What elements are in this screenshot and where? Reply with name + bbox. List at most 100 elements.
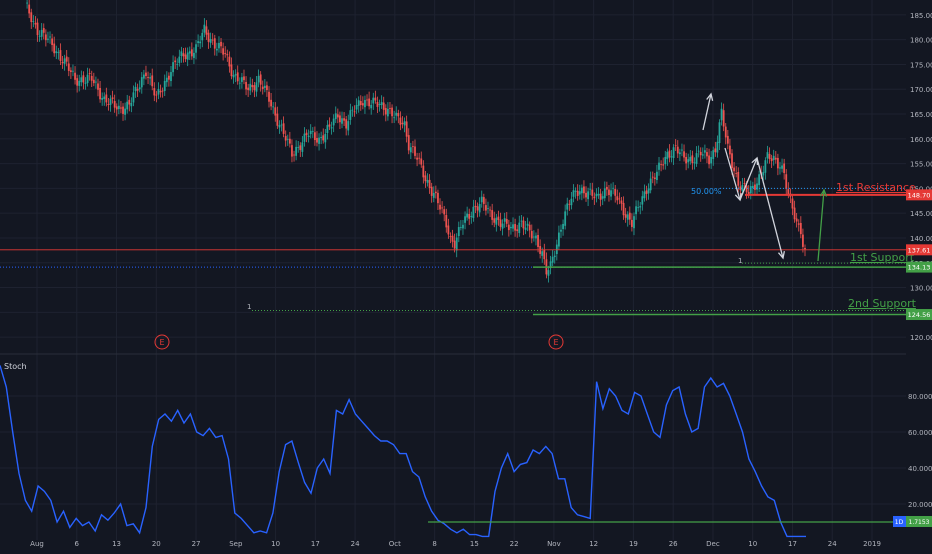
candle-body — [120, 107, 122, 109]
candle-body — [117, 105, 120, 110]
candle-body — [712, 150, 715, 159]
candle-body — [330, 127, 333, 129]
candle-body — [749, 186, 752, 194]
candle-body — [547, 270, 550, 276]
candle-body — [251, 84, 254, 88]
candle-body — [474, 205, 477, 208]
earnings-marker-1[interactable]: E — [154, 334, 170, 350]
candle-body — [403, 121, 406, 126]
time-tick-label: Aug — [30, 540, 44, 548]
candle-body — [336, 114, 339, 118]
candle-body — [666, 151, 669, 159]
candle-body — [368, 98, 371, 107]
candle-body — [779, 167, 781, 169]
candle-body — [47, 38, 49, 40]
price-tick-label: 145.00 — [910, 210, 932, 218]
candle-body — [357, 100, 360, 106]
interval-badge[interactable]: 1D — [893, 516, 906, 527]
support2-label: 2nd Support — [848, 297, 917, 310]
candle-body — [240, 77, 243, 82]
candle-body — [505, 218, 508, 224]
candle-body — [138, 87, 141, 90]
candle-body — [703, 150, 706, 153]
candle-body — [595, 193, 598, 197]
candle-body — [428, 179, 431, 189]
candle-body — [211, 39, 214, 41]
candle-body — [599, 193, 602, 200]
candle-body — [478, 203, 481, 213]
candle-body — [63, 58, 66, 64]
candle-body — [628, 212, 631, 220]
candle-body — [107, 103, 110, 105]
candle-body — [245, 82, 247, 90]
candle-body — [459, 226, 462, 228]
time-tick-label: 6 — [75, 540, 80, 548]
candle-body — [783, 163, 786, 173]
candle-body — [49, 36, 51, 38]
candle-body — [345, 119, 348, 129]
price-tick-label: 175.00 — [910, 61, 932, 69]
candle-body — [397, 113, 400, 117]
candle-body — [26, 2, 28, 4]
candle-body — [572, 190, 575, 197]
candle-body — [766, 152, 769, 159]
candle-body — [301, 142, 304, 152]
candle-body — [514, 224, 517, 231]
candle-body — [470, 216, 473, 218]
price-tick-label: 155.00 — [910, 161, 932, 169]
candle-body — [236, 72, 239, 82]
candles — [26, 0, 806, 283]
candle-body — [733, 167, 735, 172]
candle-body — [462, 224, 464, 229]
candle-body — [255, 82, 258, 92]
candle-body — [522, 220, 525, 229]
candle-body — [122, 106, 124, 114]
candle-body — [610, 190, 612, 197]
candle-body — [293, 154, 295, 156]
candle-body — [159, 90, 162, 93]
candle-body — [339, 115, 341, 123]
candle-body — [311, 130, 314, 132]
candle-body — [662, 164, 665, 166]
candle-body — [656, 171, 658, 181]
candle-body — [422, 165, 425, 178]
arrow-down-white-1-shaft — [724, 147, 741, 201]
candle-body — [537, 234, 539, 248]
candle-body — [668, 150, 671, 158]
candle-body — [226, 54, 229, 56]
candle-body — [176, 63, 179, 65]
candle-body — [574, 190, 577, 192]
candle-body — [157, 88, 160, 95]
candle-body — [257, 75, 260, 83]
candle-body — [622, 202, 625, 216]
time-tick-label: 19 — [629, 540, 638, 548]
candle-body — [115, 106, 118, 110]
candle-body — [249, 83, 252, 91]
candle-body — [395, 112, 398, 116]
candle-body — [124, 108, 127, 115]
candle-body — [754, 184, 756, 190]
arrow-down-white-2-head — [777, 251, 785, 260]
candle-body — [213, 38, 216, 49]
candle-body — [720, 108, 723, 121]
candle-body — [645, 190, 648, 194]
candle-body — [695, 153, 698, 164]
candle-body — [97, 83, 99, 90]
candle-body — [412, 146, 414, 148]
candle-body — [541, 251, 544, 256]
earnings-marker-2[interactable]: E — [548, 334, 564, 350]
candle-body — [434, 191, 437, 194]
candle-body — [92, 79, 95, 84]
candle-body — [209, 38, 212, 43]
candle-body — [799, 222, 802, 235]
candle-body — [416, 157, 418, 160]
candle-body — [532, 236, 535, 238]
candle-body — [439, 204, 441, 210]
time-tick-label: 27 — [192, 540, 201, 548]
stoch-axis: 80.0000 60.0000 40.0000 20.0000 — [908, 393, 932, 509]
candle-body — [142, 74, 145, 79]
candle-body — [716, 141, 719, 153]
arrow-up-green-shaft — [817, 189, 825, 262]
candle-body — [65, 56, 68, 62]
